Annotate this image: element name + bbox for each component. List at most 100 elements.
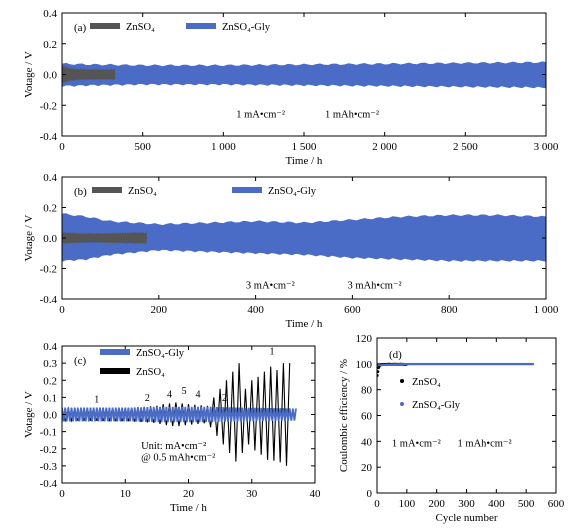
chart-panel-a: 0 500 1 000 1 500 2 000 2 500 3 000 -0.4 -0.2 0.0… [23, 8, 559, 167]
x-tick-label: 0 [59, 141, 65, 153]
annotation: @ 0.5 mAh•cm⁻² [141, 453, 215, 464]
x-tick-label: 600 [344, 304, 361, 316]
legend-swatch [100, 349, 130, 355]
y-axis-label: Votage / V [23, 391, 35, 438]
x-tick-label: 600 [548, 498, 565, 510]
annotation: 1 mA•cm⁻² [236, 110, 285, 121]
plot-area [62, 363, 297, 466]
legend-label: ZnSO₄-Gly [136, 348, 185, 359]
y-tick-label: 0 [367, 488, 373, 500]
annotation: 1 mAh•cm⁻² [325, 110, 379, 121]
rate-label: 2 [145, 393, 150, 404]
y-tick-label: -0.1 [40, 427, 57, 439]
x-axis-label: Time / h [286, 318, 323, 330]
legend-swatch [90, 23, 120, 29]
legend-swatch [186, 23, 216, 29]
panel-label: (c) [74, 355, 87, 367]
annotation: 3 mAh•cm⁻² [348, 280, 402, 291]
x-tick-label: 500 [134, 141, 151, 153]
y-axis-label: Votage / V [23, 51, 35, 98]
annotation: 3 mA•cm⁻² [246, 280, 295, 291]
series-znso4-band [62, 65, 116, 84]
rate-label: 4 [167, 389, 172, 400]
legend-marker [400, 402, 404, 406]
y-tick-label: 0.4 [43, 172, 57, 184]
series-znso4-band [62, 231, 147, 245]
x-tick-label: 1 000 [211, 141, 236, 153]
y-tick-label: -0.2 [40, 264, 57, 276]
rate-label: 5 [182, 386, 187, 397]
y-tick-label: 0.2 [43, 203, 57, 215]
data-point-znso4 [377, 370, 380, 373]
chart-panel-d: 0 100 200 300 400 500 600 0 20 40 60 80 100 120 Cycle … [338, 333, 565, 524]
y-tick-label: -0.4 [40, 478, 58, 490]
legend-label: ZnSO₄-Gly [222, 22, 271, 33]
y-tick-label: 100 [356, 359, 373, 371]
data-point-znso4-gly [531, 362, 535, 366]
rate-label: 1 [269, 347, 274, 358]
legend-marker [400, 379, 404, 383]
x-tick-label: 2 500 [453, 141, 478, 153]
series-znso4-gly-band [62, 213, 546, 262]
legend-label: ZnSO₄ [126, 22, 155, 33]
x-tick-label: 40 [310, 488, 322, 500]
series-znso4-gly-band [62, 61, 546, 89]
legend-label: ZnSO₄ [136, 367, 165, 378]
panel-label: (b) [74, 186, 87, 198]
x-axis-label: Time / h [286, 155, 323, 167]
annotation: 1 mAh•cm⁻² [458, 439, 512, 450]
x-tick-label: 400 [488, 498, 505, 510]
legend-label: ZnSO₄ [412, 377, 441, 388]
x-axis-label: Time / h [170, 502, 207, 514]
y-tick-label: -0.4 [40, 131, 58, 143]
x-tick-label: 300 [458, 498, 475, 510]
x-tick-label: 200 [151, 304, 168, 316]
plot-area [377, 362, 535, 377]
y-tick-label: 120 [356, 333, 373, 345]
annotation: 1 mA•cm⁻² [392, 439, 441, 450]
x-tick-label: 200 [428, 498, 445, 510]
y-tick-label: -0.3 [40, 461, 58, 473]
legend-swatch [232, 187, 262, 193]
y-tick-label: 0.0 [43, 233, 57, 245]
x-tick-label: 800 [441, 304, 458, 316]
rate-label: 4 [195, 389, 200, 400]
y-tick-label: 0.0 [43, 410, 57, 422]
panel-label: (d) [389, 349, 402, 361]
y-tick-label: 0.2 [43, 39, 57, 51]
x-tick-label: 500 [518, 498, 535, 510]
y-tick-label: -0.2 [40, 444, 57, 456]
legend-label: ZnSO₄-Gly [268, 186, 317, 197]
x-tick-label: 0 [59, 488, 65, 500]
x-tick-label: 10 [120, 488, 132, 500]
y-axis-label: Coulombic efficiency / % [338, 359, 350, 472]
y-tick-label: 0.3 [43, 358, 57, 370]
x-tick-label: 30 [246, 488, 258, 500]
plot-area [62, 213, 546, 262]
y-tick-label: 80 [361, 385, 373, 397]
y-tick-label: 0.0 [43, 70, 57, 82]
x-tick-label: 3 000 [534, 141, 559, 153]
x-tick-label: 0 [59, 304, 65, 316]
x-tick-label: 0 [374, 498, 380, 510]
plot-frame [376, 337, 557, 494]
x-tick-label: 400 [247, 304, 264, 316]
chart-panel-b: 0 200 400 600 800 1 000 -0.4 -0.2 0.0 0.2 0.4 Time … [23, 172, 559, 330]
y-tick-label: 40 [361, 436, 373, 448]
plot-area [62, 61, 546, 89]
y-tick-label: -0.4 [40, 294, 58, 306]
y-axis-label: Votage / V [23, 215, 35, 262]
legend-label: ZnSO₄-Gly [412, 400, 461, 411]
annotation: Unit: mA•cm⁻² [141, 441, 206, 452]
x-tick-label: 20 [183, 488, 195, 500]
y-tick-label: 0.1 [43, 392, 57, 404]
y-tick-label: 0.2 [43, 375, 57, 387]
series-znso4-gly-line [62, 406, 297, 423]
rate-label: 2 [222, 393, 227, 404]
x-tick-label: 1 500 [292, 141, 317, 153]
panel-label: (a) [74, 22, 87, 34]
chart-panel-c: 1 2 4 5 4 210 10 20 30 40-0.4-0.3-0.2-0.10.00.10.… [23, 341, 321, 514]
rate-label: 1 [94, 395, 99, 406]
legend-swatch [92, 187, 122, 193]
